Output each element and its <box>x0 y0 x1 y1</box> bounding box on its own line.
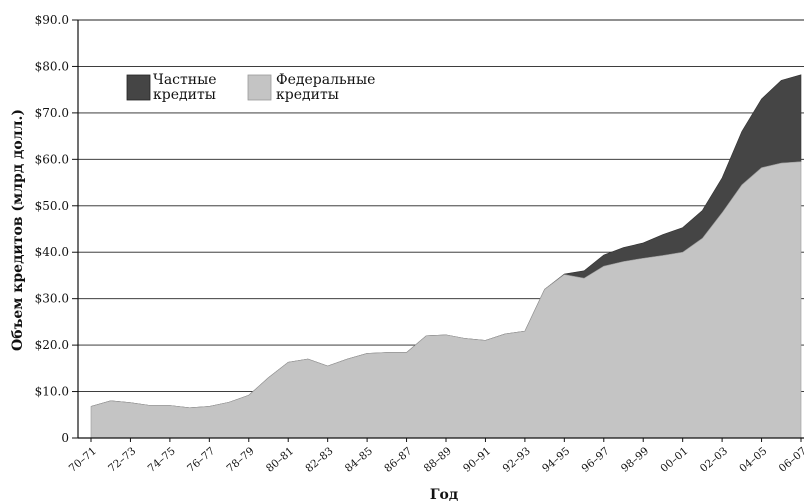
x-tick-label: 98–99 <box>619 445 651 475</box>
y-tick-label: $30.0 <box>35 292 69 306</box>
legend-swatch <box>126 74 151 101</box>
x-axis-label: Год <box>430 487 458 503</box>
y-tick-label: $80.0 <box>35 59 69 73</box>
area-series <box>90 74 802 439</box>
y-tick-label: $50.0 <box>35 199 69 213</box>
x-tick-label: 88–89 <box>422 445 454 475</box>
grid-lines <box>78 19 804 393</box>
x-tick-label: 90–91 <box>461 445 493 475</box>
x-tick-label: 74–75 <box>146 445 178 475</box>
x-tick-label: 92–93 <box>501 445 533 475</box>
y-tick-label: $90.0 <box>35 13 69 27</box>
legend-label: Федеральные кредиты <box>276 72 375 103</box>
legend-label: Частные кредиты <box>153 72 217 103</box>
legend: Частные кредиты Федеральные кредиты <box>126 72 375 103</box>
y-tick-label: $70.0 <box>35 106 69 120</box>
x-tick-label: 80–81 <box>264 445 296 475</box>
x-tick-label: 78–79 <box>224 445 256 475</box>
x-tick-label: 86–87 <box>382 445 414 475</box>
x-tick-label: 94–95 <box>540 445 572 475</box>
y-tick-label: $40.0 <box>35 245 69 259</box>
y-tick-label: $60.0 <box>35 152 69 166</box>
y-tick-label: 0 <box>61 431 69 445</box>
axes <box>72 19 804 442</box>
x-tick-label: 02–03 <box>698 445 730 475</box>
x-tick-label: 96–97 <box>579 445 611 475</box>
legend-swatch <box>247 74 272 101</box>
y-tick-label: $10.0 <box>35 385 69 399</box>
y-axis-label: Объем кредитов (млрд долл.) <box>10 109 26 351</box>
x-tick-label: 82–83 <box>303 445 335 475</box>
area-federal-loans <box>90 161 802 439</box>
x-tick-label: 76–77 <box>185 445 217 475</box>
y-tick-labels: 0 $10.0 $20.0 $30.0 $40.0 $50.0 $60.0 $70.0 $80.… <box>35 13 69 445</box>
x-tick-label: 70–71 <box>67 445 99 475</box>
x-tick-label: 04–05 <box>737 445 769 475</box>
y-tick-label: $20.0 <box>35 338 69 352</box>
x-tick-label: 00–01 <box>658 445 690 475</box>
x-tick-labels: 70–71 72–73 74–75 76–77 78–79 80–81 82–83 84–85… <box>67 445 809 475</box>
x-tick-label: 06–07 <box>777 445 809 475</box>
x-tick-label: 72–73 <box>106 445 138 475</box>
x-tick-label: 84–85 <box>343 445 375 475</box>
